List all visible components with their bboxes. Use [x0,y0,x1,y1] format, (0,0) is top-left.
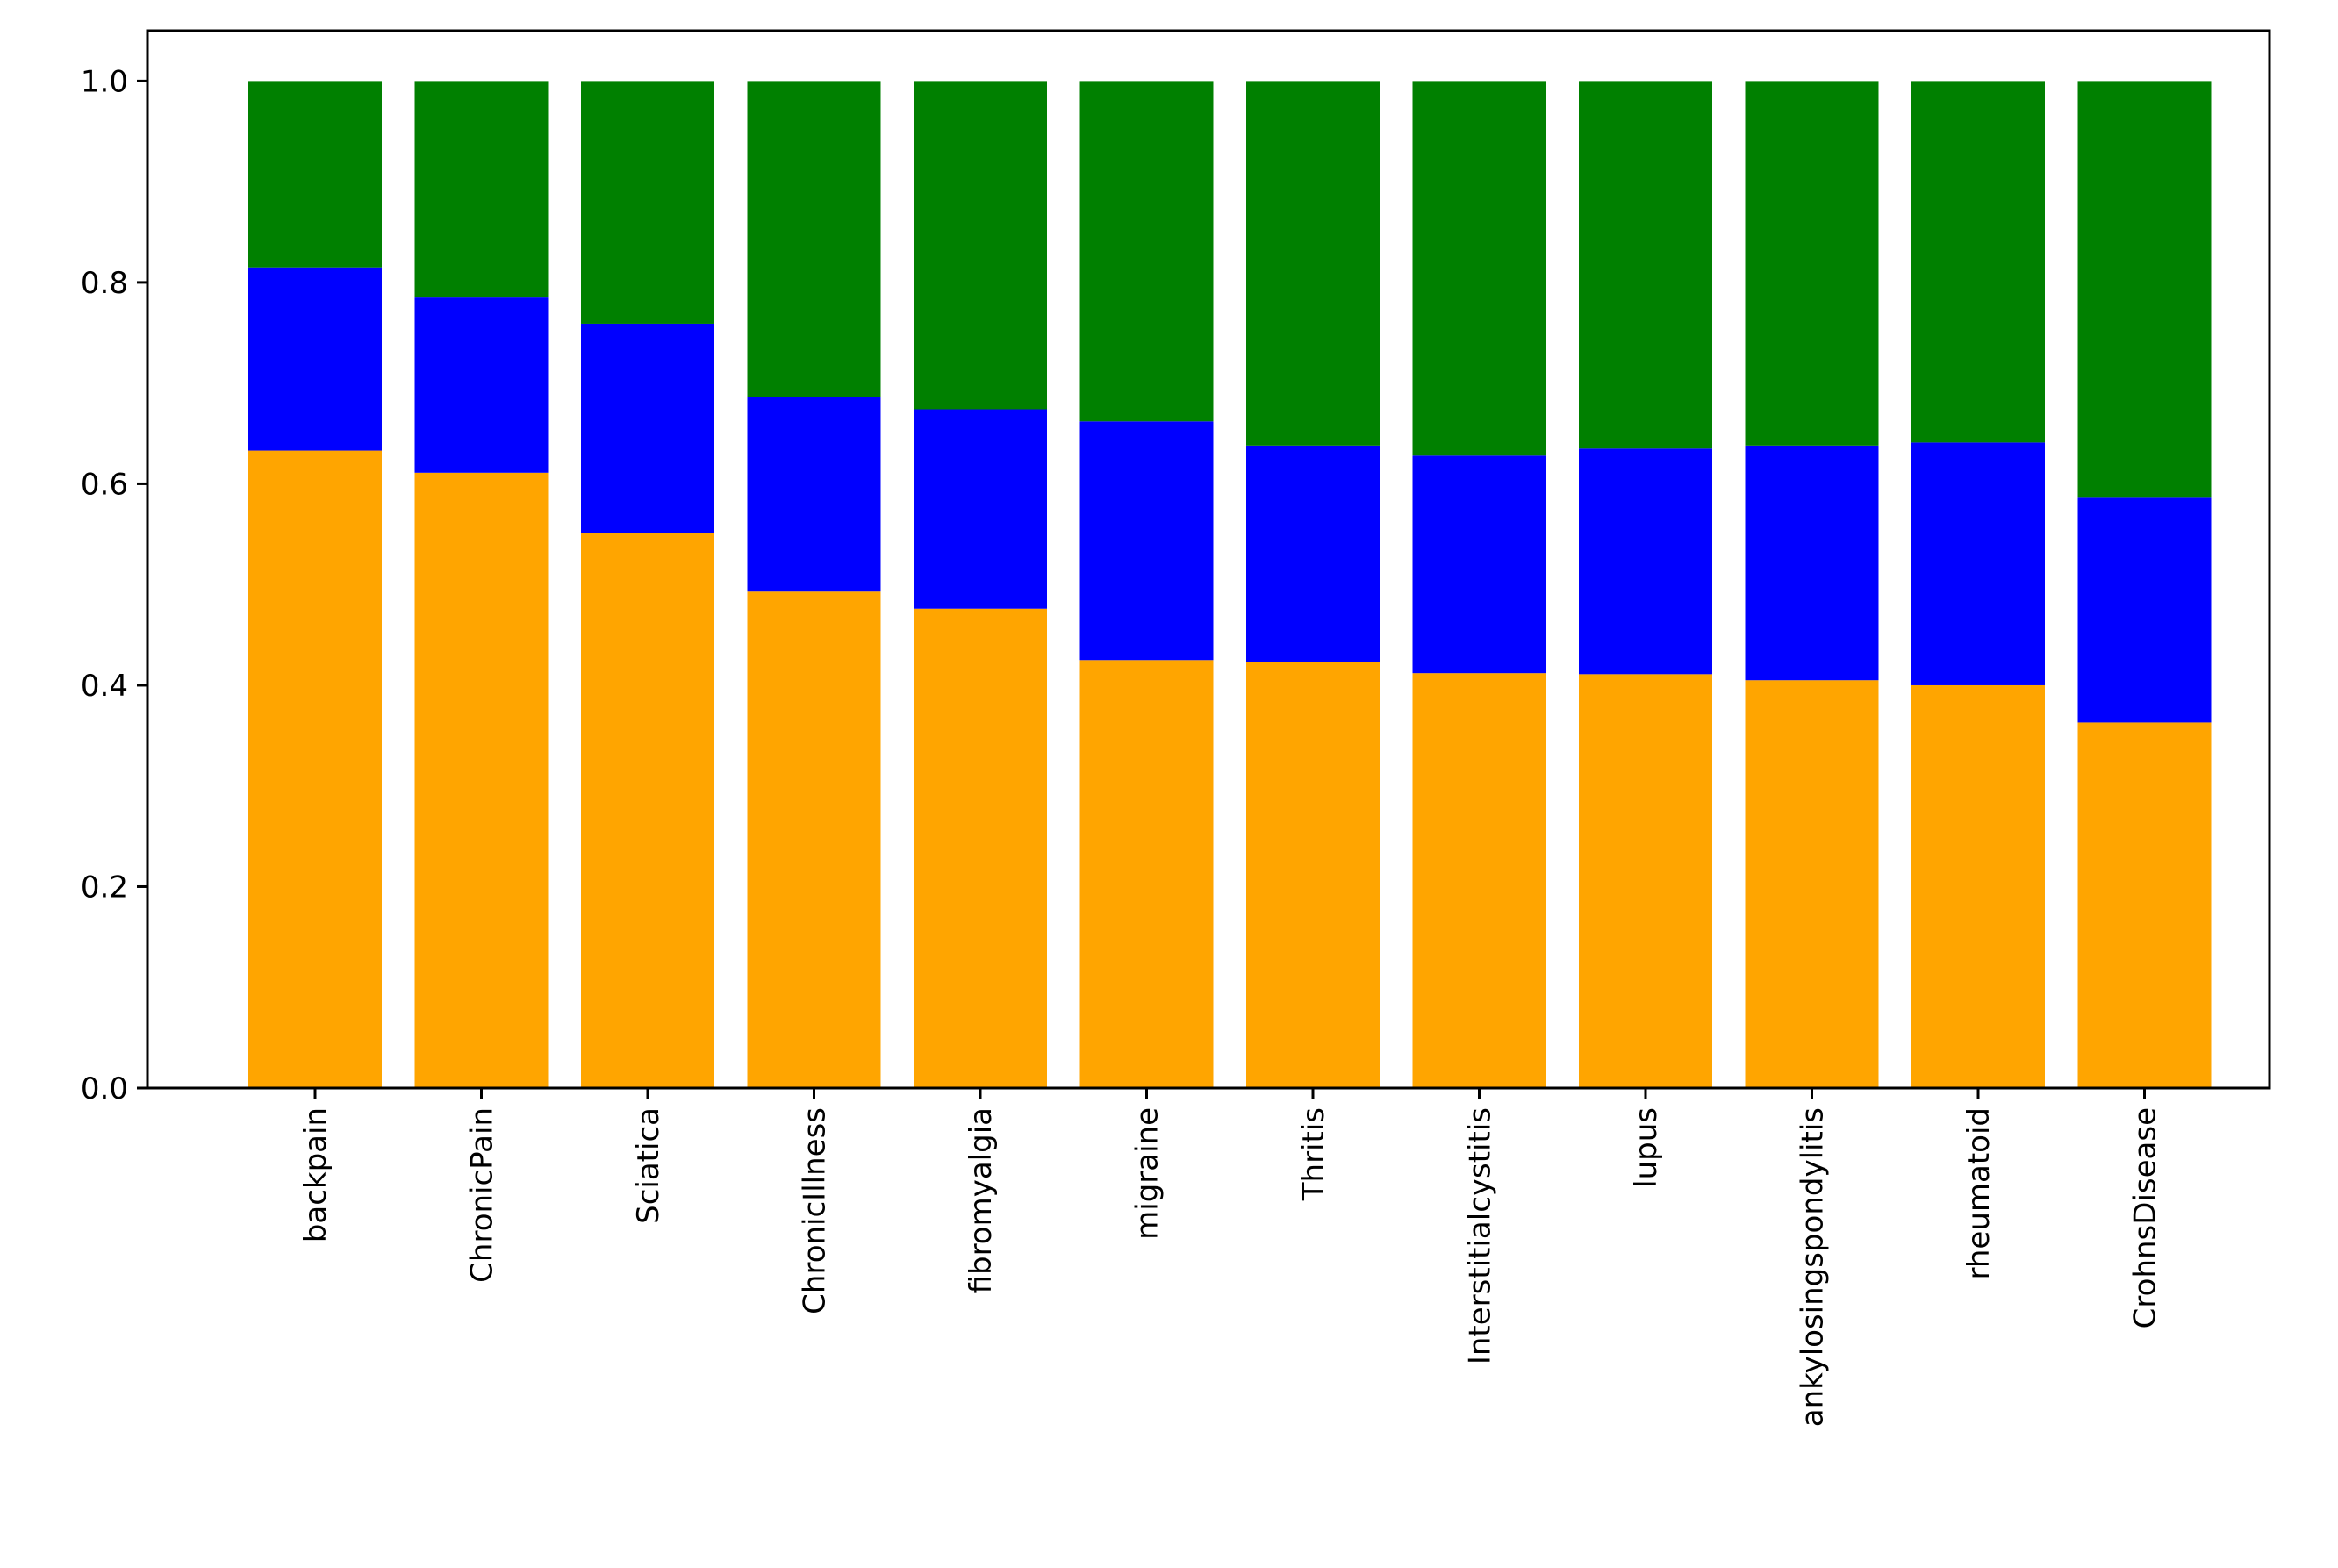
x-tick-label-0: backpain [298,1107,333,1242]
bar-green-10 [1911,81,2045,443]
bar-orange-1 [414,472,549,1088]
x-tick-label-7: Interstitialcystitis [1463,1107,1498,1364]
x-tick-label-11: CrohnsDisease [2128,1107,2163,1328]
x-tick-label-2: Sciatica [631,1107,666,1224]
bar-blue-1 [414,297,549,473]
bar-orange-0 [248,450,382,1088]
x-tick-label-5: migraine [1130,1107,1165,1240]
bar-green-9 [1745,81,1879,446]
bar-orange-6 [1246,662,1380,1088]
x-tick-label-9: ankylosingspondylitis [1796,1107,1831,1427]
bar-green-8 [1579,81,1712,449]
bar-orange-9 [1745,680,1879,1088]
y-tick-label-2: 0.4 [81,669,128,704]
bar-blue-10 [1911,442,2045,685]
x-axis: backpain ChronicPain Sciatica ChronicIllnes… [298,1088,2163,1427]
bar-orange-3 [747,591,881,1088]
bar-orange-5 [1079,660,1214,1088]
bar-orange-2 [581,533,714,1088]
bar-blue-2 [581,323,714,533]
bar-blue-4 [914,409,1047,609]
bar-green-5 [1079,81,1214,422]
bar-blue-6 [1246,445,1380,662]
y-tick-label-1: 0.2 [81,870,128,905]
plot-frame [146,29,2271,1090]
bar-green-4 [914,81,1047,410]
x-tick-label-8: lupus [1629,1107,1664,1188]
bar-green-11 [2077,81,2212,498]
bar-blue-8 [1579,448,1712,675]
bar-orange-7 [1412,673,1546,1088]
bar-orange-8 [1579,674,1712,1088]
bar-blue-9 [1745,445,1879,681]
bar-green-6 [1246,81,1380,446]
bar-green-0 [248,81,382,268]
bar-blue-7 [1412,455,1546,674]
x-tick-label-1: ChronicPain [465,1107,500,1283]
bar-blue-3 [747,397,881,592]
y-tick-label-0: 0.0 [81,1071,128,1106]
bars-layer [248,81,2212,1088]
bar-blue-11 [2077,497,2212,723]
bar-orange-4 [914,608,1047,1088]
y-tick-label-5: 1.0 [81,64,128,99]
bar-green-7 [1412,81,1546,456]
y-tick-label-3: 0.6 [81,467,128,502]
bar-blue-5 [1079,421,1214,661]
x-tick-label-6: Thritis [1296,1107,1331,1201]
y-tick-label-4: 0.8 [81,266,128,301]
x-tick-label-3: ChronicIllness [798,1107,833,1314]
bar-orange-11 [2077,722,2212,1088]
bar-green-2 [581,81,714,324]
x-tick-label-4: fibromyalgia [964,1107,999,1293]
bar-blue-0 [248,267,382,451]
bar-green-1 [414,81,549,298]
y-axis: 0.0 0.2 0.4 0.6 0.8 1.0 [81,64,147,1106]
bar-green-3 [747,81,881,397]
bar-orange-10 [1911,684,2045,1088]
x-tick-label-10: rheumatoid [1961,1107,1997,1280]
